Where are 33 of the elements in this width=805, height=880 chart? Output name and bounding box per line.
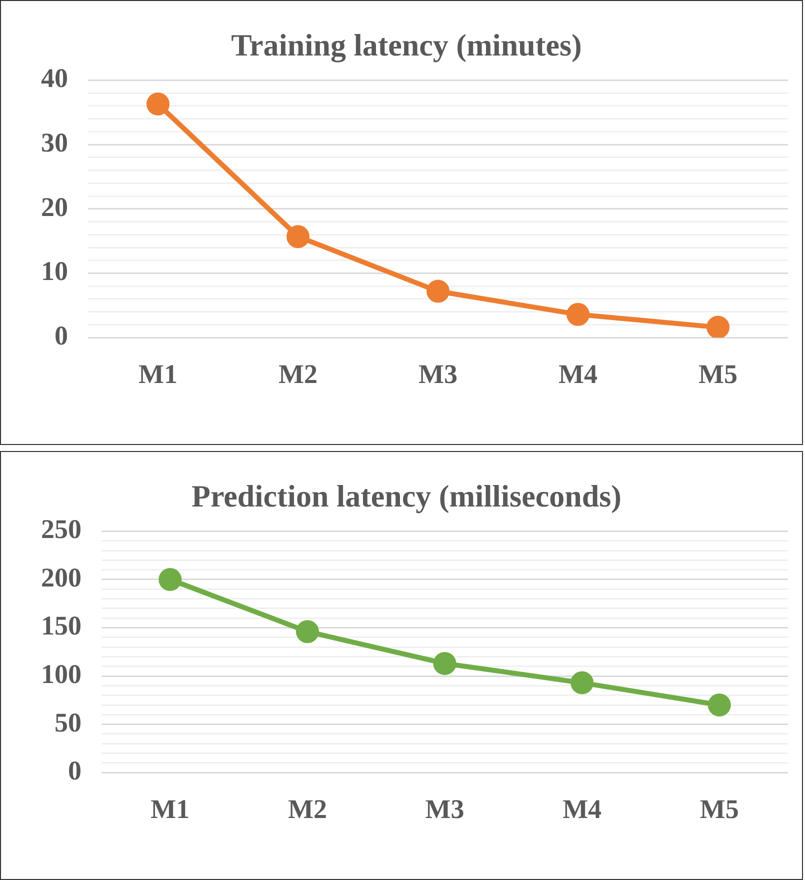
chart-title: Prediction latency (milliseconds)	[192, 478, 622, 514]
point	[708, 694, 731, 717]
point	[286, 225, 310, 248]
y-tick-label: 40	[41, 63, 68, 94]
y-tick-label: 0	[68, 756, 82, 786]
y-tick-label: 250	[41, 514, 82, 544]
point	[296, 620, 319, 644]
y-tick-label: 150	[41, 610, 82, 641]
x-tick-label: M2	[278, 358, 318, 389]
x-tick-label: M5	[698, 358, 738, 389]
y-tick-label: 50	[54, 707, 82, 738]
chart-title: Training latency (minutes)	[231, 28, 582, 63]
point	[706, 316, 730, 338]
y-tick-label: 20	[41, 192, 68, 222]
y-tick-label: 100	[41, 659, 82, 690]
x-tick-label: M3	[425, 794, 464, 824]
point	[433, 652, 456, 675]
y-tick-label: 0	[54, 320, 68, 351]
point	[158, 568, 182, 591]
x-tick-label: M3	[418, 358, 458, 389]
y-tick-label: 200	[41, 562, 82, 592]
x-tick-label: M4	[558, 358, 598, 389]
x-tick-label: M1	[150, 794, 190, 824]
y-tick-label: 10	[41, 256, 68, 286]
point	[146, 92, 170, 116]
point	[570, 671, 594, 694]
y-tick-label: 30	[41, 128, 68, 158]
point	[426, 280, 450, 303]
x-tick-label: M2	[288, 794, 327, 824]
x-tick-label: M4	[562, 794, 602, 824]
point	[566, 302, 590, 326]
x-tick-label: M5	[700, 794, 739, 824]
x-tick-label: M1	[138, 358, 178, 389]
